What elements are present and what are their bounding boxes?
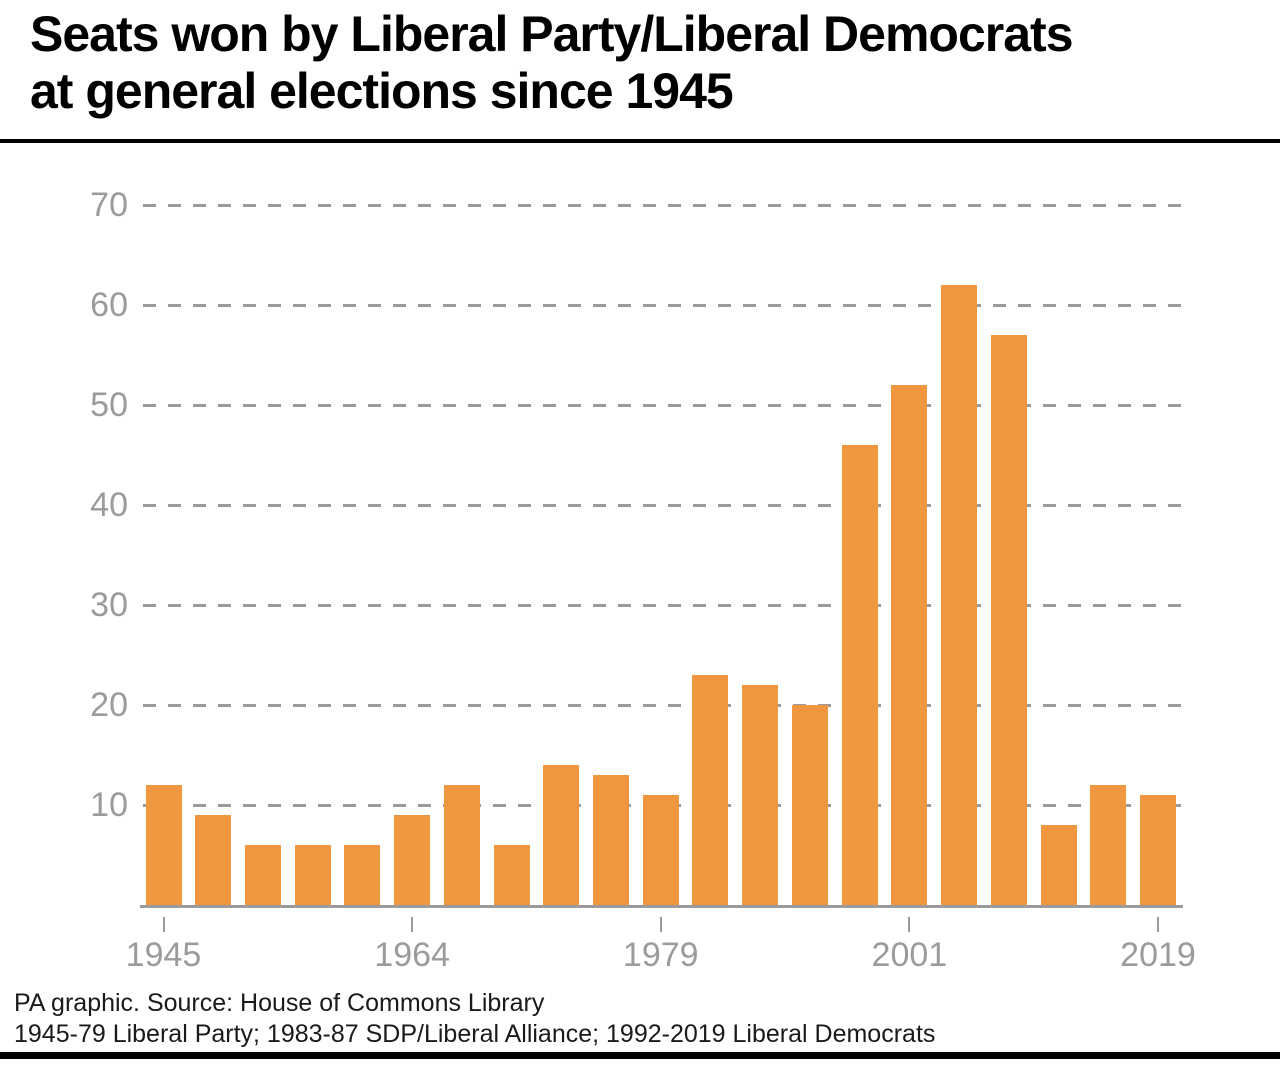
x-tick-mark-1945 xyxy=(162,917,165,932)
bar-1992 xyxy=(791,705,828,905)
y-tick-label-70: 70 xyxy=(90,186,128,224)
gridline-60 xyxy=(143,304,1183,307)
bar-1964 xyxy=(394,815,431,905)
bar-2005 xyxy=(941,285,978,905)
bar-1997 xyxy=(841,445,878,905)
bar-1974-oct xyxy=(593,775,630,905)
bar-2017 xyxy=(1090,785,1127,905)
bar-1945 xyxy=(145,785,182,905)
y-tick-label-20: 20 xyxy=(90,686,128,724)
x-tick-mark-1964 xyxy=(411,917,414,932)
title-divider-rule xyxy=(0,139,1280,143)
x-tick-label-1964: 1964 xyxy=(374,936,450,974)
x-tick-label-2001: 2001 xyxy=(871,936,948,974)
bar-2019 xyxy=(1140,795,1176,905)
x-tick-label-2019: 2019 xyxy=(1120,936,1196,974)
x-axis-baseline xyxy=(140,905,1183,908)
bar-2001 xyxy=(891,385,928,905)
x-tick-mark-1979 xyxy=(659,917,662,932)
y-tick-label-40: 40 xyxy=(90,486,128,524)
source-note: PA graphic. Source: House of Commons Lib… xyxy=(14,988,935,1050)
x-tick-mark-2001 xyxy=(908,917,911,932)
bar-2015 xyxy=(1040,825,1077,905)
bar-1983 xyxy=(692,675,729,905)
chart-title: Seats won by Liberal Party/Liberal Democ… xyxy=(30,6,1073,120)
gridline-30 xyxy=(143,604,1183,607)
bar-1955 xyxy=(294,845,331,905)
source-line: PA graphic. Source: House of Commons Lib… xyxy=(14,989,545,1017)
chart-title-line1: Seats won by Liberal Party/Liberal Democ… xyxy=(30,6,1073,62)
bar-1979 xyxy=(642,795,679,905)
bottom-divider-rule xyxy=(0,1052,1280,1059)
gridline-50 xyxy=(143,404,1183,407)
x-tick-label-1979: 1979 xyxy=(622,936,699,974)
gridline-40 xyxy=(143,504,1183,507)
bar-1970 xyxy=(493,845,530,905)
x-tick-label-1945: 1945 xyxy=(125,936,202,974)
y-tick-label-10: 10 xyxy=(90,786,128,824)
y-tick-label-50: 50 xyxy=(90,386,128,424)
y-tick-label-30: 30 xyxy=(90,586,128,624)
bar-1987 xyxy=(742,685,779,905)
chart-title-line2: at general elections since 1945 xyxy=(30,63,734,119)
bar-1966 xyxy=(443,785,480,905)
gridline-20 xyxy=(143,704,1183,707)
bar-1950 xyxy=(195,815,232,905)
bar-2010 xyxy=(990,335,1027,905)
gridline-70 xyxy=(143,204,1183,207)
x-tick-mark-2019 xyxy=(1157,917,1159,932)
y-tick-label-60: 60 xyxy=(90,286,128,324)
bar-1974-feb xyxy=(543,765,580,905)
bar-1959 xyxy=(344,845,381,905)
bar-1951 xyxy=(244,845,281,905)
party-periods-line: 1945-79 Liberal Party; 1983-87 SDP/Liber… xyxy=(14,1020,936,1048)
